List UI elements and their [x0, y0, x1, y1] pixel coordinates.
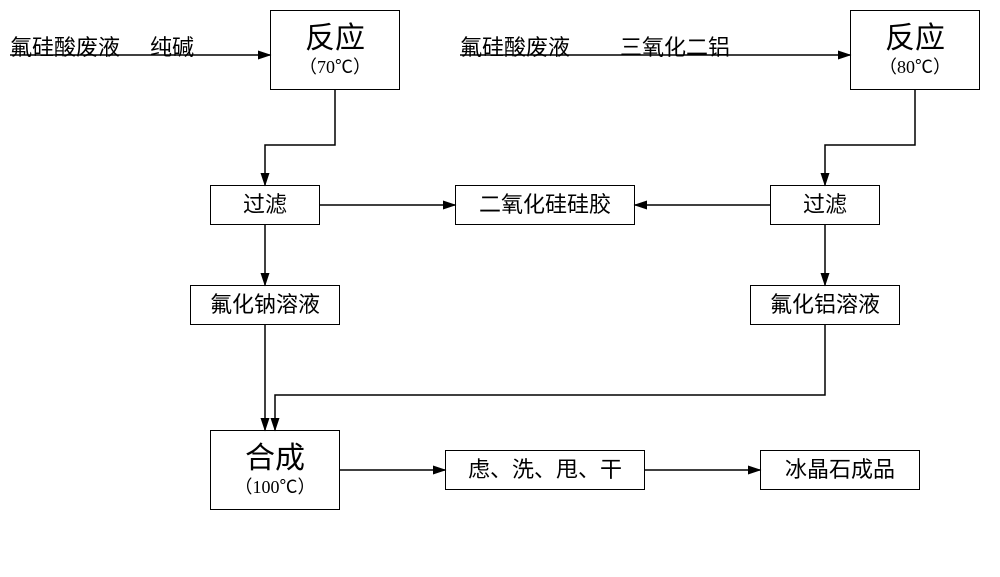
title: 反应	[305, 21, 365, 57]
text: 氟硅酸废液	[460, 35, 570, 60]
title: 冰晶石成品	[785, 457, 895, 483]
title: 过滤	[803, 192, 847, 218]
title: 反应	[885, 21, 945, 57]
input-label-left-2: 纯碱	[150, 30, 194, 62]
text: 氟硅酸废液	[10, 35, 120, 60]
naf-node: 氟化钠溶液	[190, 285, 340, 325]
title: 氟化铝溶液	[770, 292, 880, 318]
title: 虑、洗、甩、干	[468, 457, 622, 483]
product-node: 冰晶石成品	[760, 450, 920, 490]
input-label-right-2: 三氧化二铝	[620, 30, 730, 62]
alf-node: 氟化铝溶液	[750, 285, 900, 325]
filter-right-node: 过滤	[770, 185, 880, 225]
title: 过滤	[243, 192, 287, 218]
subtitle: （80℃）	[879, 57, 951, 79]
input-label-right-1: 氟硅酸废液	[460, 30, 570, 62]
post-process-node: 虑、洗、甩、干	[445, 450, 645, 490]
subtitle: （70℃）	[299, 57, 371, 79]
reaction-left-node: 反应 （70℃）	[270, 10, 400, 90]
subtitle: （100℃）	[235, 477, 316, 499]
title: 氟化钠溶液	[210, 292, 320, 318]
synthesis-node: 合成 （100℃）	[210, 430, 340, 510]
silica-node: 二氧化硅硅胶	[455, 185, 635, 225]
text: 纯碱	[150, 35, 194, 60]
input-label-left-1: 氟硅酸废液	[10, 30, 120, 62]
title: 二氧化硅硅胶	[479, 192, 611, 218]
text: 三氧化二铝	[620, 35, 730, 60]
title: 合成	[245, 441, 305, 477]
filter-left-node: 过滤	[210, 185, 320, 225]
reaction-right-node: 反应 （80℃）	[850, 10, 980, 90]
